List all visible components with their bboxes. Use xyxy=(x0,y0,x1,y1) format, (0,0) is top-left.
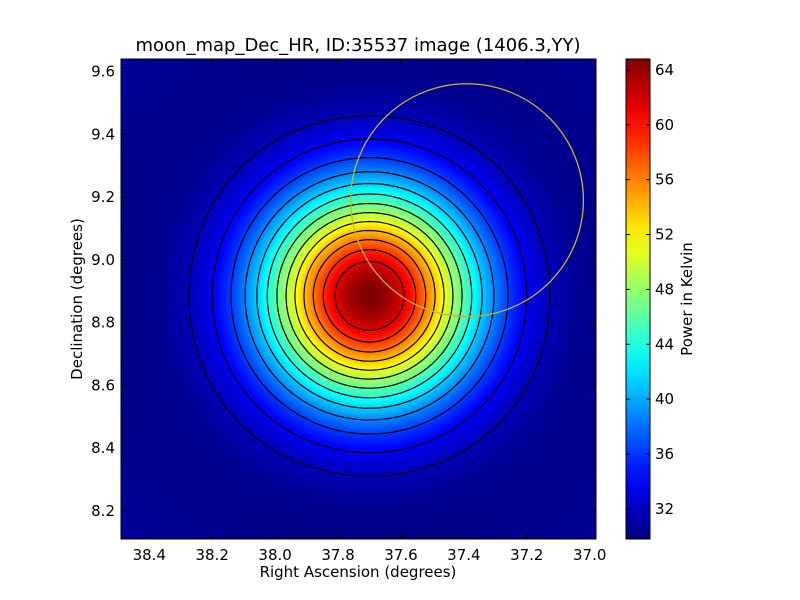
colorbar-tick-label: 60 xyxy=(655,116,674,134)
contour-level-8 xyxy=(294,220,445,371)
y-tick-label: 9.0 xyxy=(91,251,115,269)
contour-level-5 xyxy=(266,193,473,399)
colorbar-tick-label: 36 xyxy=(655,445,674,463)
contour-level-7 xyxy=(285,212,454,380)
y-tick-label: 9.4 xyxy=(91,125,115,143)
y-tick-label: 8.8 xyxy=(91,314,115,332)
colorbar-tick-label: 48 xyxy=(655,280,674,298)
colorbar-tick-label: 44 xyxy=(655,335,674,353)
y-tick-label: 8.2 xyxy=(91,502,115,520)
colorbar-tick-label: 56 xyxy=(655,171,674,189)
colorbar-tick-label: 40 xyxy=(655,390,674,408)
colorbar-axis: 32 36 40 44 48 52 56 60 64 xyxy=(626,61,674,518)
y-tick-label: 8.4 xyxy=(91,439,115,457)
y-axis: 8.2 8.4 8.6 8.8 9.0 9.2 9.4 9.6 xyxy=(91,63,596,520)
source-circle xyxy=(349,83,585,318)
plot-frame xyxy=(120,58,597,540)
colorbar xyxy=(626,59,650,539)
x-tick-label: 37.8 xyxy=(321,546,354,564)
colorbar-tick-label: 52 xyxy=(655,226,674,244)
contour-level-11 xyxy=(322,249,417,343)
colorbar-tick-label: 32 xyxy=(655,500,674,518)
x-tick-label: 37.0 xyxy=(573,546,606,564)
x-axis-label: Right Ascension (degrees) xyxy=(260,563,457,581)
y-tick-label: 9.6 xyxy=(91,63,115,81)
contour-level-2 xyxy=(230,157,509,435)
contour-level-3 xyxy=(244,171,495,421)
contour-level-4 xyxy=(256,182,483,409)
x-axis: 38.4 38.2 38.0 37.8 37.6 37.4 37.2 37.0 xyxy=(133,59,606,564)
contour-level-0 xyxy=(188,115,551,477)
contour-level-12 xyxy=(334,260,405,331)
x-tick-label: 37.2 xyxy=(510,546,543,564)
heatmap-image xyxy=(121,59,596,539)
contour-level-1 xyxy=(211,138,528,454)
y-tick-label: 8.6 xyxy=(91,376,115,394)
colorbar-tick-label: 64 xyxy=(655,61,674,79)
contour-level-10 xyxy=(312,239,427,353)
colorbar-frame xyxy=(625,58,651,540)
y-tick-label: 9.2 xyxy=(91,188,115,206)
chart-title: moon_map_Dec_HR, ID:35537 image (1406.3,… xyxy=(135,35,580,56)
colorbar-label: Power in Kelvin xyxy=(678,242,696,356)
x-tick-label: 37.6 xyxy=(384,546,417,564)
x-tick-label: 38.4 xyxy=(133,546,166,564)
contour-lines xyxy=(188,115,551,477)
x-tick-label: 37.4 xyxy=(447,546,480,564)
x-tick-label: 38.0 xyxy=(258,546,291,564)
contour-level-6 xyxy=(276,202,463,389)
x-tick-label: 38.2 xyxy=(196,546,229,564)
contour-level-9 xyxy=(303,229,436,362)
y-axis-label: Declination (degrees) xyxy=(68,218,86,380)
